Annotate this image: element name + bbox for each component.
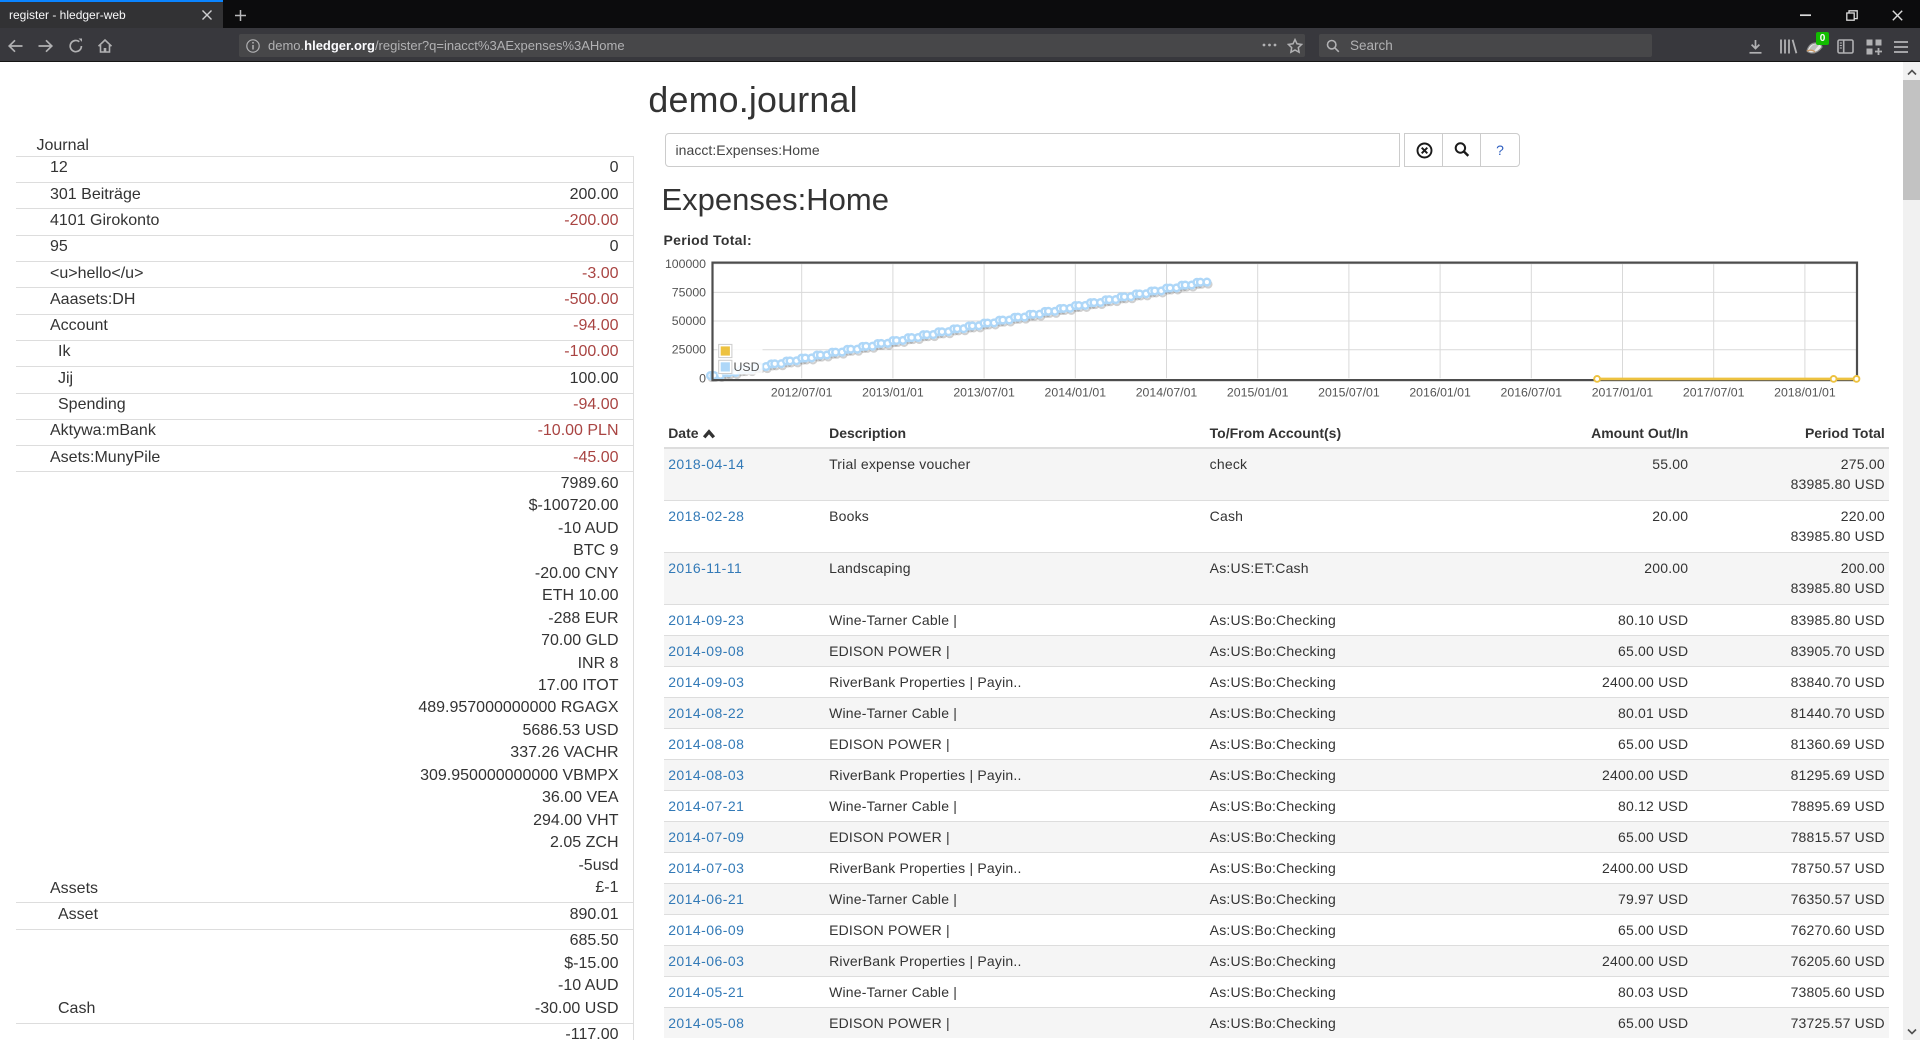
svg-text:100000: 100000 (665, 257, 706, 271)
svg-text:2013/01/01: 2013/01/01 (862, 386, 924, 400)
svg-text:2012/07/01: 2012/07/01 (771, 386, 833, 400)
svg-text:2016/07/01: 2016/07/01 (1501, 386, 1563, 400)
svg-text:2018/01/01: 2018/01/01 (1774, 386, 1836, 400)
svg-text:0: 0 (699, 371, 706, 385)
svg-text:50000: 50000 (672, 314, 706, 328)
svg-text:2013/07/01: 2013/07/01 (953, 386, 1015, 400)
svg-text:2015/07/01: 2015/07/01 (1318, 386, 1380, 400)
svg-text:USD: USD (734, 360, 760, 374)
svg-text:25000: 25000 (672, 343, 706, 357)
svg-text:75000: 75000 (672, 285, 706, 299)
svg-text:2017/01/01: 2017/01/01 (1592, 386, 1654, 400)
svg-text:2015/01/01: 2015/01/01 (1227, 386, 1289, 400)
svg-text:2016/01/01: 2016/01/01 (1409, 386, 1471, 400)
svg-text:2014/01/01: 2014/01/01 (1045, 386, 1107, 400)
svg-text:2017/07/01: 2017/07/01 (1683, 386, 1745, 400)
svg-text:2014/07/01: 2014/07/01 (1136, 386, 1198, 400)
